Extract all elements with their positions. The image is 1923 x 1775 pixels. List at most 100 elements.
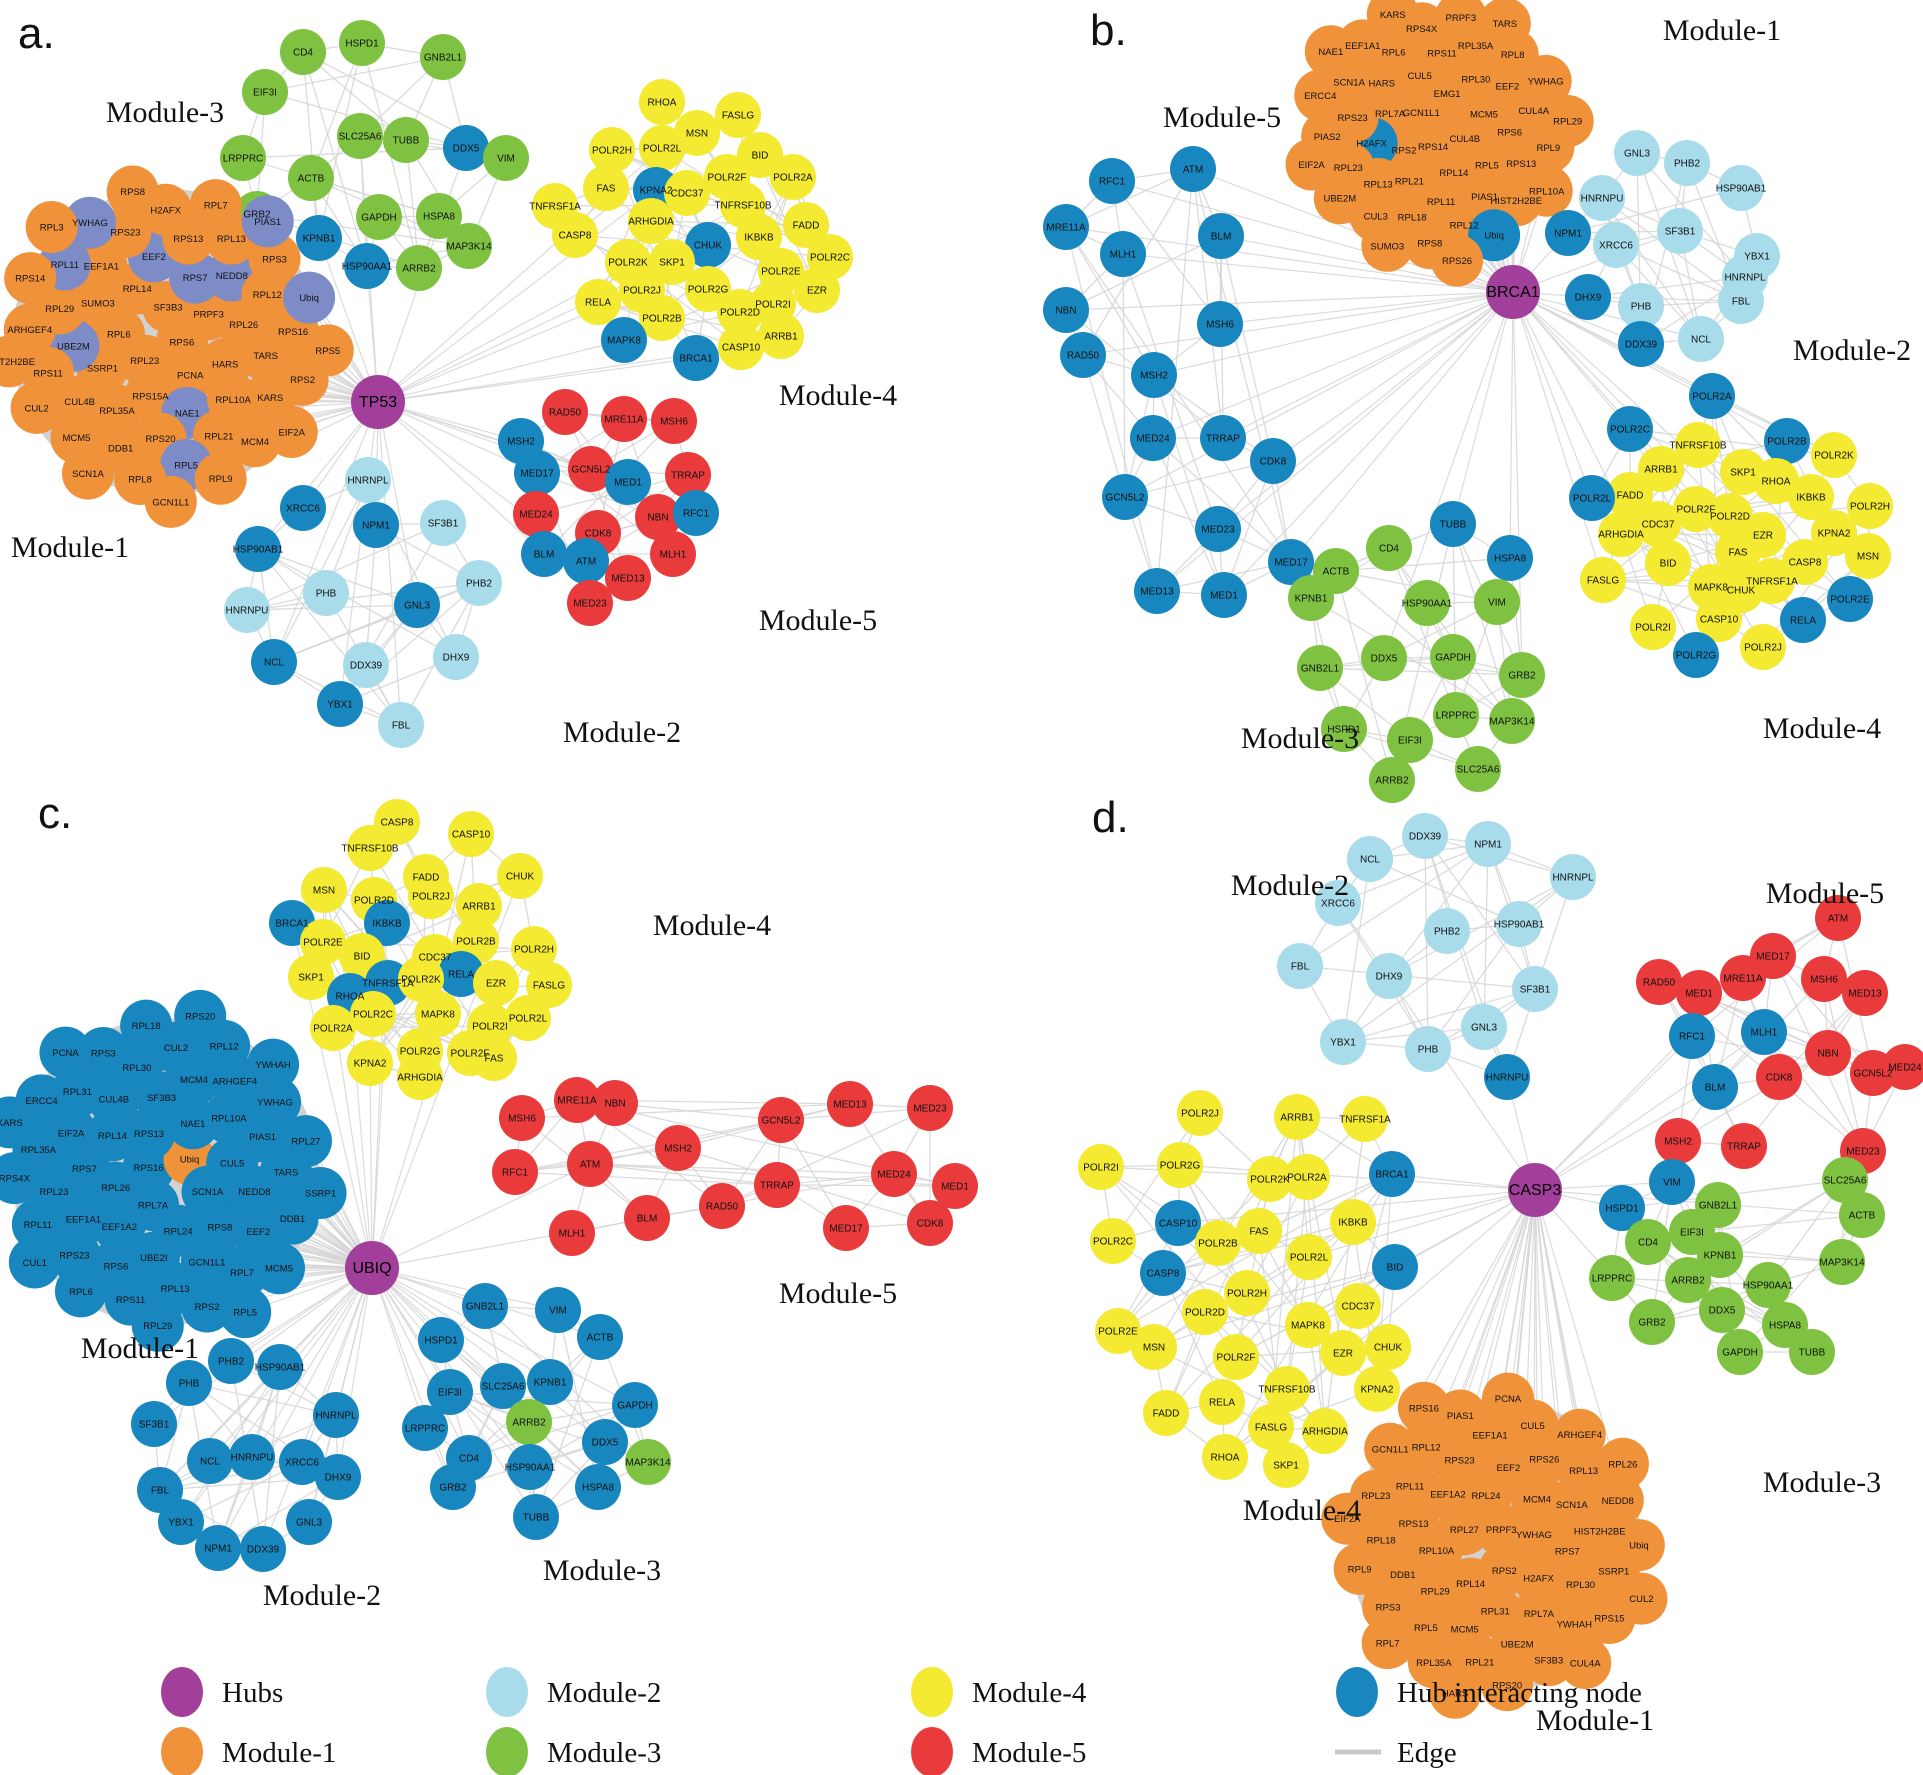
node-TRRAP[interactable] bbox=[1200, 415, 1246, 461]
node-MED17[interactable] bbox=[823, 1205, 869, 1251]
node-ATM[interactable] bbox=[1815, 895, 1861, 941]
node-POLR2K[interactable] bbox=[398, 956, 444, 1002]
node-HIST2H2BE[interactable] bbox=[0, 335, 36, 388]
node-MLH1[interactable] bbox=[1741, 1009, 1787, 1055]
node-MED23[interactable] bbox=[907, 1085, 953, 1131]
node-DDX5[interactable] bbox=[1699, 1287, 1745, 1333]
node-EIF3I[interactable] bbox=[1387, 717, 1433, 763]
node-CASP10[interactable] bbox=[1696, 596, 1742, 642]
node-NBN[interactable] bbox=[592, 1080, 638, 1126]
node-ATM[interactable] bbox=[1170, 146, 1216, 192]
node-RPL9[interactable] bbox=[1333, 1542, 1386, 1595]
node-RFC1[interactable] bbox=[492, 1149, 538, 1195]
node-NBN[interactable] bbox=[635, 494, 681, 540]
node-MAPK8[interactable] bbox=[601, 317, 647, 363]
node-MSH6[interactable] bbox=[499, 1095, 545, 1141]
node-PHB[interactable] bbox=[1618, 283, 1664, 329]
node-IKBKB[interactable] bbox=[1788, 474, 1834, 520]
node-YWHAG[interactable] bbox=[249, 1076, 302, 1129]
node-RPS8[interactable] bbox=[106, 165, 159, 218]
node-GRB2[interactable] bbox=[430, 1464, 476, 1510]
node-PHB2[interactable] bbox=[1664, 140, 1710, 186]
node-YBX1[interactable] bbox=[158, 1499, 204, 1545]
node-PHB[interactable] bbox=[166, 1360, 212, 1406]
node-POLR2L[interactable] bbox=[639, 125, 685, 171]
node-VIM[interactable] bbox=[1474, 579, 1520, 625]
node-GAPDH[interactable] bbox=[612, 1382, 658, 1428]
node-ARHGDIA[interactable] bbox=[628, 198, 674, 244]
node-GNB2L1[interactable] bbox=[1297, 645, 1343, 691]
node-RPS7[interactable] bbox=[169, 251, 222, 304]
node-ARRB2[interactable] bbox=[396, 245, 442, 291]
node-ATM[interactable] bbox=[563, 538, 609, 584]
node-POLR2G[interactable] bbox=[1673, 632, 1719, 678]
node-GNB2L1[interactable] bbox=[462, 1283, 508, 1329]
node-BLM[interactable] bbox=[1198, 213, 1244, 259]
node-RPL6[interactable] bbox=[54, 1265, 107, 1318]
node-MSN[interactable] bbox=[1845, 533, 1891, 579]
node-SUMO3[interactable] bbox=[1361, 219, 1414, 272]
node-EZR[interactable] bbox=[473, 960, 519, 1006]
node-ARRB2[interactable] bbox=[506, 1399, 552, 1445]
node-CHUK[interactable] bbox=[497, 853, 543, 899]
node-CHUK[interactable] bbox=[1365, 1324, 1411, 1370]
node-GAPDH[interactable] bbox=[1430, 634, 1476, 680]
node-Ubiq[interactable] bbox=[1612, 1519, 1665, 1572]
node-POLR2A[interactable] bbox=[770, 154, 816, 200]
node-KPNB1[interactable] bbox=[527, 1359, 573, 1405]
node-TRRAP[interactable] bbox=[665, 452, 711, 498]
node-RPL26[interactable] bbox=[1596, 1437, 1649, 1490]
node-GNB2L1[interactable] bbox=[420, 34, 466, 80]
node-DDX39[interactable] bbox=[343, 642, 389, 688]
node-FADD[interactable] bbox=[783, 202, 829, 248]
node-DHX9[interactable] bbox=[315, 1454, 361, 1500]
node-RPL11[interactable] bbox=[11, 1198, 64, 1251]
node-CASP10[interactable] bbox=[718, 324, 764, 370]
node-ARRB1[interactable] bbox=[1638, 446, 1684, 492]
node-RFC1[interactable] bbox=[1089, 158, 1135, 204]
node-PHB[interactable] bbox=[1405, 1026, 1451, 1072]
node-TUBB[interactable] bbox=[513, 1494, 559, 1540]
node-GNL3[interactable] bbox=[1461, 1004, 1507, 1050]
node-RELA[interactable] bbox=[575, 279, 621, 325]
node-MED24[interactable] bbox=[871, 1151, 917, 1197]
node-POLR2H[interactable] bbox=[589, 127, 635, 173]
hub-node-BRCA1[interactable] bbox=[1486, 265, 1540, 319]
node-BID[interactable] bbox=[1372, 1244, 1418, 1290]
node-IKBKB[interactable] bbox=[736, 214, 782, 260]
node-MSH2[interactable] bbox=[1131, 352, 1177, 398]
node-MED23[interactable] bbox=[1195, 506, 1241, 552]
node-RPL3[interactable] bbox=[25, 200, 78, 253]
node-CDK8[interactable] bbox=[1756, 1054, 1802, 1100]
node-POLR2L[interactable] bbox=[1286, 1234, 1332, 1280]
node-POLR2C[interactable] bbox=[1090, 1218, 1136, 1264]
node-PHB2[interactable] bbox=[456, 560, 502, 606]
node-RAD50[interactable] bbox=[542, 389, 588, 435]
node-RHOA[interactable] bbox=[639, 79, 685, 125]
node-MRE11A[interactable] bbox=[1043, 204, 1089, 250]
node-HSP90AB1[interactable] bbox=[235, 526, 281, 572]
node-MED1[interactable] bbox=[605, 459, 651, 505]
node-KPNA2[interactable] bbox=[1811, 510, 1857, 556]
node-RPL29[interactable] bbox=[1541, 95, 1594, 148]
node-RPL29[interactable] bbox=[131, 1299, 184, 1352]
node-RPS14[interactable] bbox=[4, 252, 57, 305]
node-YBX1[interactable] bbox=[317, 681, 363, 727]
node-EIF2A[interactable] bbox=[1285, 138, 1338, 191]
node-RFC1[interactable] bbox=[673, 490, 719, 536]
node-VIM[interactable] bbox=[535, 1287, 581, 1333]
node-RELA[interactable] bbox=[438, 951, 484, 997]
node-TUBB[interactable] bbox=[383, 117, 429, 163]
node-MRE11A[interactable] bbox=[601, 396, 647, 442]
node-CD4[interactable] bbox=[1366, 525, 1412, 571]
node-POLR2B[interactable] bbox=[1195, 1220, 1241, 1266]
node-HNRNPL[interactable] bbox=[1550, 854, 1596, 900]
node-MSN[interactable] bbox=[674, 110, 720, 156]
node-GCN5L2[interactable] bbox=[1102, 474, 1148, 520]
node-KARS[interactable] bbox=[1366, 0, 1419, 41]
node-MSN[interactable] bbox=[301, 867, 347, 913]
hub-node-CASP3[interactable] bbox=[1508, 1163, 1562, 1217]
node-VIM[interactable] bbox=[1649, 1159, 1695, 1205]
node-DHX9[interactable] bbox=[433, 634, 479, 680]
node-POLR2K[interactable] bbox=[1811, 432, 1857, 478]
